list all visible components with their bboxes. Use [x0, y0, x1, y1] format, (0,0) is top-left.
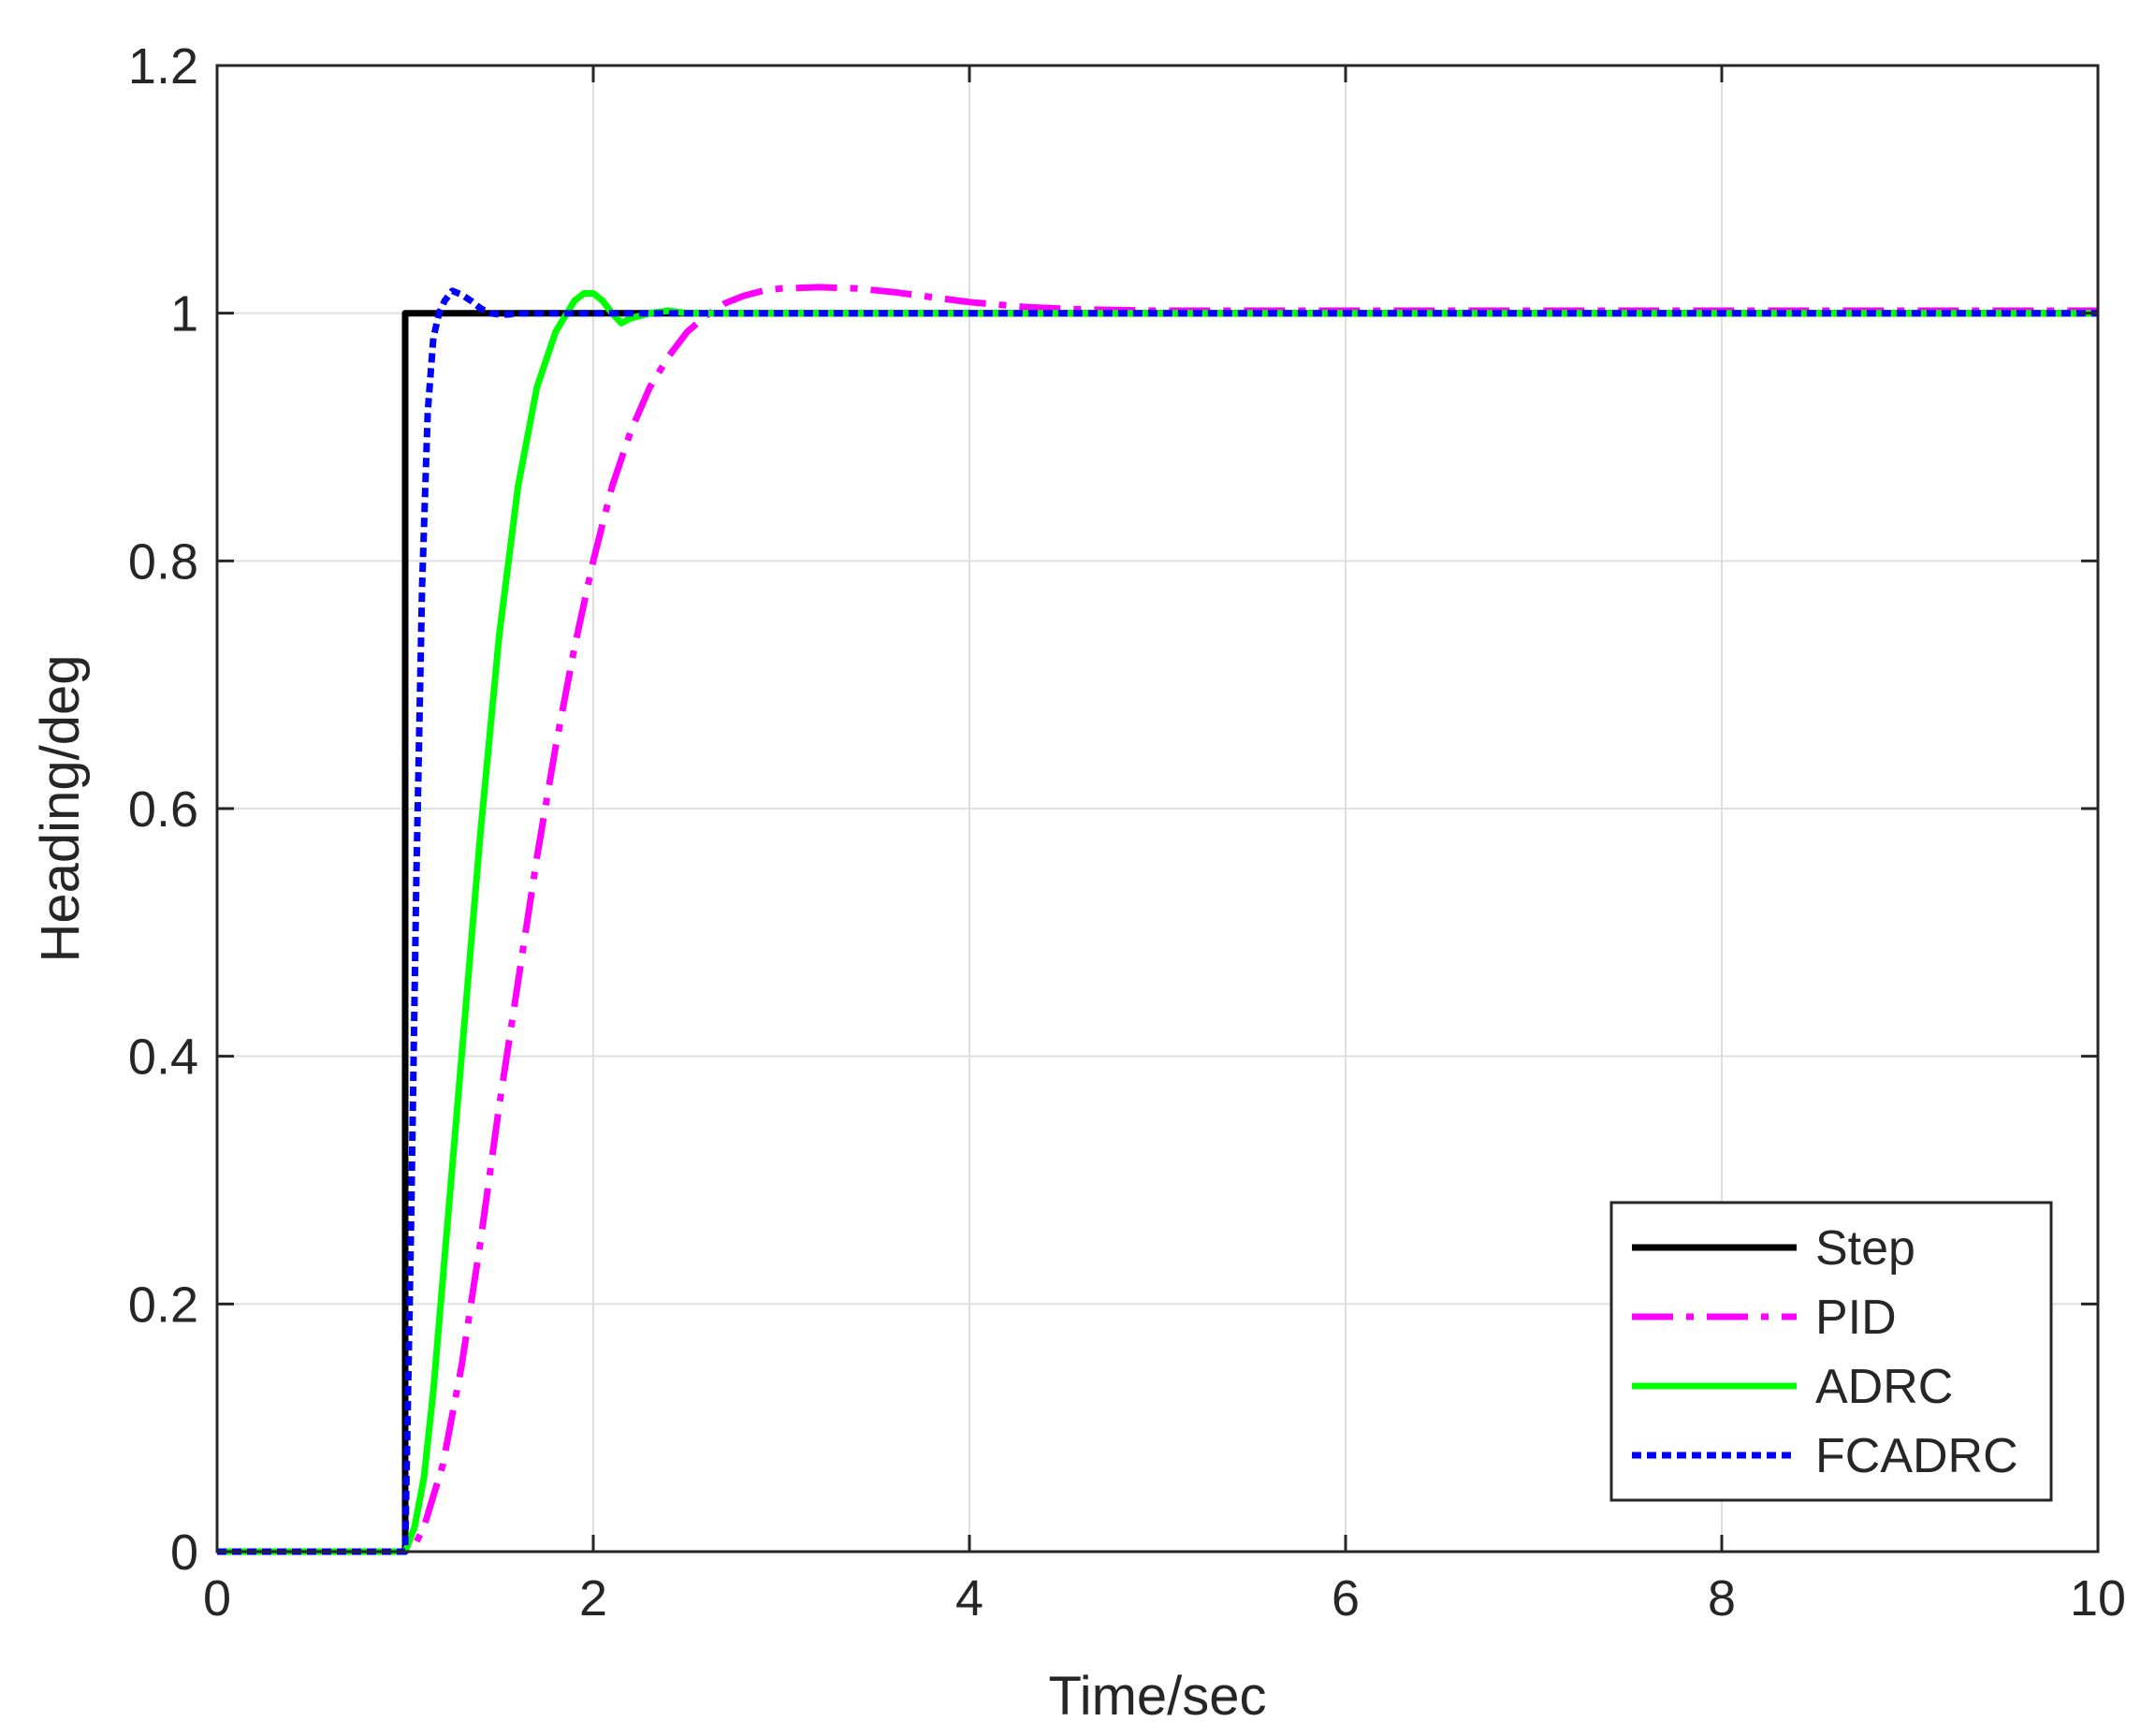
x-tick-label: 4: [955, 1570, 983, 1627]
x-tick-label: 0: [203, 1570, 231, 1627]
series-line-fcadrc: [217, 287, 2098, 1555]
legend: Step PID ADRC FCADRC: [1609, 1201, 2053, 1502]
x-tick-label: 10: [2070, 1570, 2126, 1627]
y-tick-label: 0: [170, 1524, 198, 1581]
y-tick-label: 0.6: [128, 781, 198, 838]
x-tick-label: 2: [579, 1570, 607, 1627]
y-axis-label: Heading/deg: [30, 655, 91, 963]
legend-box: [1609, 1201, 2053, 1502]
legend-label-step: Step: [1815, 1221, 1915, 1276]
y-tick-label: 1.2: [128, 38, 198, 95]
y-tick-label: 0.2: [128, 1276, 198, 1333]
x-axis-label: Time/sec: [1048, 1666, 1266, 1727]
series-line-adrc: [217, 290, 2098, 1555]
y-tick-label: 0.4: [128, 1029, 198, 1086]
y-tick-label: 0.8: [128, 533, 198, 590]
legend-label-fcadrc: FCADRC: [1815, 1429, 2018, 1483]
x-tick-label: 8: [1708, 1570, 1736, 1627]
tick-labels: 0 2 4 6 8 10 0 0.2 0.4 0.6 0.8 1 1.2: [128, 38, 2126, 1627]
y-tick-label: 1: [170, 286, 198, 343]
legend-label-pid: PID: [1815, 1291, 1897, 1345]
series-line-pid: [217, 284, 2098, 1555]
x-tick-label: 6: [1332, 1570, 1360, 1627]
legend-label-adrc: ADRC: [1815, 1360, 1953, 1414]
ticks: [215, 64, 2100, 1554]
